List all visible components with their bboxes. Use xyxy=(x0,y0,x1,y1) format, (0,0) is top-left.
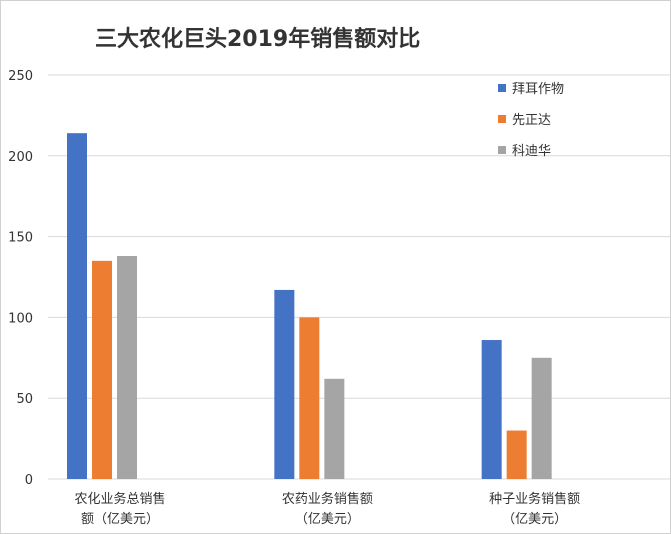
x-tick-label: 农化业务总销售 xyxy=(74,491,165,507)
bar xyxy=(117,255,137,479)
bar xyxy=(481,340,502,479)
legend-swatch xyxy=(498,84,506,92)
legend-swatch xyxy=(498,115,506,123)
y-tick-label: 250 xyxy=(8,69,33,84)
legend-label: 拜耳作物 xyxy=(512,82,564,97)
x-tick-label: 种子业务销售额 xyxy=(489,491,580,507)
bar xyxy=(274,289,295,479)
bar xyxy=(92,260,112,479)
y-tick-label: 150 xyxy=(8,231,33,246)
bar xyxy=(324,378,345,479)
legend-label: 科迪华 xyxy=(512,144,551,159)
x-tick-label: 额（亿美元） xyxy=(81,512,159,527)
bar xyxy=(531,357,552,479)
y-tick-label: 100 xyxy=(8,311,33,326)
bar xyxy=(67,133,87,479)
gridlines xyxy=(48,74,670,480)
y-tick-label: 50 xyxy=(16,392,33,407)
y-tick-label: 0 xyxy=(25,473,33,488)
x-tick-label: （亿美元） xyxy=(502,512,567,527)
bar xyxy=(299,317,320,479)
bar xyxy=(506,430,527,479)
legend-label: 先正达 xyxy=(512,113,551,128)
x-tick-label: 农药业务销售额 xyxy=(282,491,373,507)
legend-swatch xyxy=(498,146,506,154)
y-tick-label: 200 xyxy=(8,150,33,165)
bars xyxy=(67,133,552,479)
chart-title: 三大农化巨头2019年销售额对比 xyxy=(95,26,420,52)
x-tick-label: （亿美元） xyxy=(295,512,360,527)
y-axis: 0 50 100 150 200 250 xyxy=(8,69,33,488)
